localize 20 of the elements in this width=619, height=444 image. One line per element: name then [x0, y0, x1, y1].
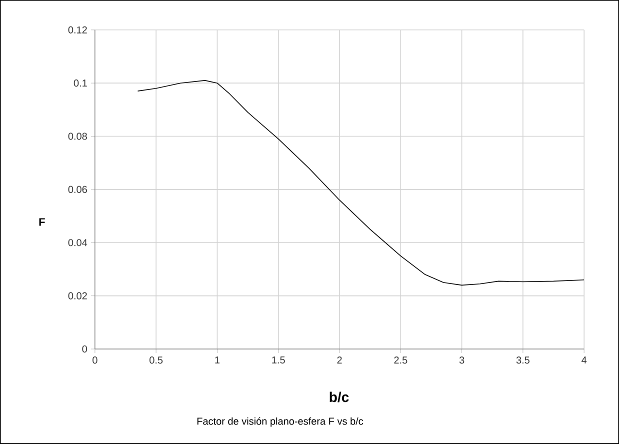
x-tick-label: 3 [459, 356, 464, 364]
x-tick-label: 1 [215, 356, 220, 364]
y-axis-title: F [39, 218, 45, 226]
x-tick-label: 2 [337, 356, 342, 364]
text: Factor de visión plano-esfera F vs b/c [197, 417, 364, 427]
x-tick-label: 0.5 [150, 356, 163, 364]
y-tick-label: 0.1 [74, 80, 87, 87]
y-tick-label: 0.06 [68, 186, 87, 194]
x-axis-title: b/c [330, 392, 349, 402]
x-tick-label: 1.5 [272, 356, 285, 364]
y-tick-label: 0.04 [68, 239, 88, 246]
y-tick-label: 0 [82, 346, 88, 353]
y-tick-label: 0.12 [68, 26, 87, 34]
x-tick-label: 4 [582, 356, 587, 364]
x-tick-label: 3.5 [516, 356, 530, 364]
y-tick-label: 0.08 [68, 132, 87, 140]
line-series [137, 80, 584, 286]
y-tick-label: 0.02 [68, 292, 87, 300]
x-tick-label: 0 [92, 356, 98, 364]
x-tick-label: 2.5 [394, 356, 408, 364]
